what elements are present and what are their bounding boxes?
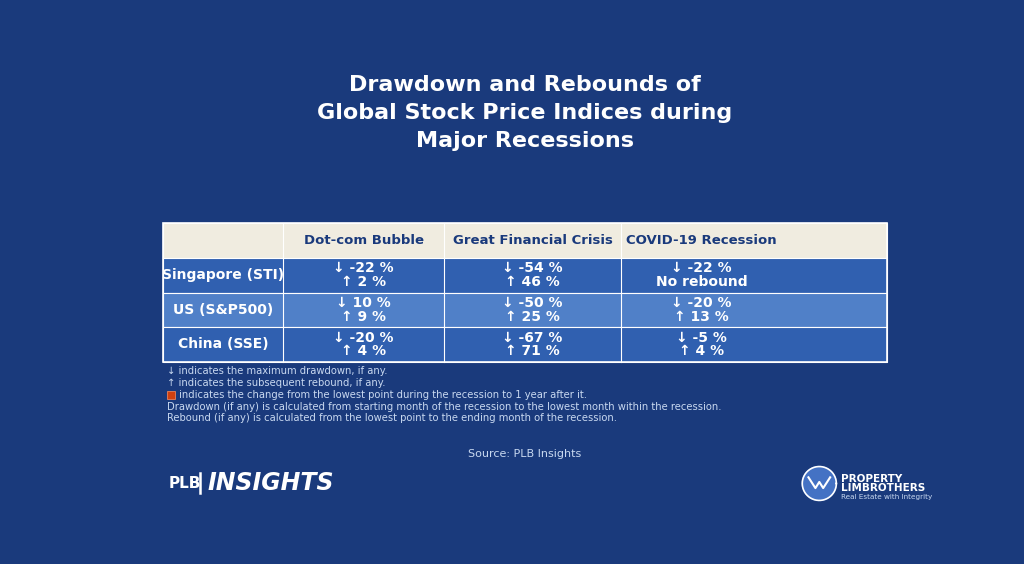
Text: Drawdown and Rebounds of
Global Stock Price Indices during
Major Recessions: Drawdown and Rebounds of Global Stock Pr… [317, 74, 732, 151]
Text: ↓ -54 %: ↓ -54 % [502, 261, 563, 275]
Text: ↓ -22 %: ↓ -22 % [671, 261, 732, 275]
Text: ↓ -5 %: ↓ -5 % [676, 331, 727, 345]
Text: ↑ 71 %: ↑ 71 % [505, 345, 560, 359]
Text: ↑ 9 %: ↑ 9 % [341, 310, 386, 324]
Text: Rebound (if any) is calculated from the lowest point to the ending month of the : Rebound (if any) is calculated from the … [167, 413, 616, 423]
Text: Great Financial Crisis: Great Financial Crisis [453, 234, 612, 247]
Text: PLB: PLB [168, 476, 201, 491]
FancyBboxPatch shape [163, 293, 887, 327]
Text: INSIGHTS: INSIGHTS [207, 472, 334, 496]
FancyBboxPatch shape [163, 223, 887, 258]
Text: LIMBROTHERS: LIMBROTHERS [841, 483, 926, 493]
Text: Singapore (STI): Singapore (STI) [162, 268, 284, 282]
Polygon shape [802, 466, 837, 500]
Text: ↑ indicates the subsequent rebound, if any.: ↑ indicates the subsequent rebound, if a… [167, 378, 385, 388]
FancyBboxPatch shape [163, 258, 887, 293]
Text: No rebound: No rebound [655, 275, 748, 289]
Text: ↓ -20 %: ↓ -20 % [334, 331, 394, 345]
Text: ↑ 2 %: ↑ 2 % [341, 275, 386, 289]
Text: COVID-19 Recession: COVID-19 Recession [627, 234, 777, 247]
FancyBboxPatch shape [163, 327, 887, 362]
Text: ↓ -50 %: ↓ -50 % [503, 296, 563, 310]
Text: ↑ 13 %: ↑ 13 % [674, 310, 729, 324]
Text: ↓ -67 %: ↓ -67 % [503, 331, 563, 345]
Text: ↓ -22 %: ↓ -22 % [333, 261, 394, 275]
Text: ↓ -20 %: ↓ -20 % [672, 296, 732, 310]
Text: US (S&P500): US (S&P500) [173, 303, 273, 317]
Text: Drawdown (if any) is calculated from starting month of the recession to the lowe: Drawdown (if any) is calculated from sta… [167, 402, 721, 412]
Text: indicates the change from the lowest point during the recession to 1 year after : indicates the change from the lowest poi… [179, 390, 587, 400]
Text: ↓ 10 %: ↓ 10 % [336, 296, 391, 310]
Text: Dot-com Bubble: Dot-com Bubble [303, 234, 424, 247]
Text: ↑ 46 %: ↑ 46 % [505, 275, 560, 289]
Text: ↓ indicates the maximum drawdown, if any.: ↓ indicates the maximum drawdown, if any… [167, 367, 387, 376]
Text: ↑ 25 %: ↑ 25 % [505, 310, 560, 324]
Text: PROPERTY: PROPERTY [841, 474, 902, 484]
Text: China (SSE): China (SSE) [177, 337, 268, 351]
Text: ↑ 4 %: ↑ 4 % [341, 345, 386, 359]
Text: Source: PLB Insights: Source: PLB Insights [468, 449, 582, 459]
FancyBboxPatch shape [167, 391, 175, 399]
Text: Real Estate with Integrity: Real Estate with Integrity [841, 494, 932, 500]
Text: ↑ 4 %: ↑ 4 % [679, 345, 724, 359]
